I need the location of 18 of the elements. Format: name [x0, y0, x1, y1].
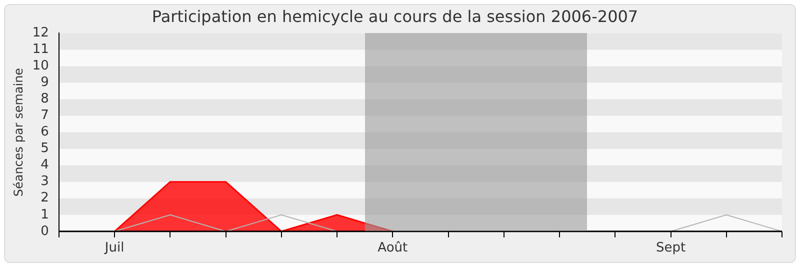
- y-tick-label: 9: [40, 75, 49, 90]
- y-tick-label: 7: [40, 108, 49, 124]
- y-tick-label: 12: [32, 26, 49, 41]
- y-tick-label: 5: [40, 141, 49, 156]
- y-tick-label: 0: [40, 224, 49, 239]
- x-tick-label: Sept: [656, 240, 686, 256]
- y-tick-label: 2: [40, 190, 49, 206]
- y-tick-label: 4: [40, 158, 49, 173]
- chart-title: Participation en hemicycle au cours de la session 2006-2007: [152, 6, 638, 26]
- y-tick-label: 10: [32, 58, 49, 74]
- y-tick-label: 11: [32, 42, 49, 58]
- y-tick-label: 1: [40, 207, 49, 222]
- y-tick-label: 6: [40, 124, 49, 140]
- y-tick-label: 3: [40, 174, 49, 190]
- y-axis-title: Séances par semaine: [11, 68, 26, 197]
- y-tick-label: 8: [40, 92, 49, 107]
- x-tick-label: Juil: [104, 240, 124, 256]
- x-tick-label: Août: [378, 240, 408, 256]
